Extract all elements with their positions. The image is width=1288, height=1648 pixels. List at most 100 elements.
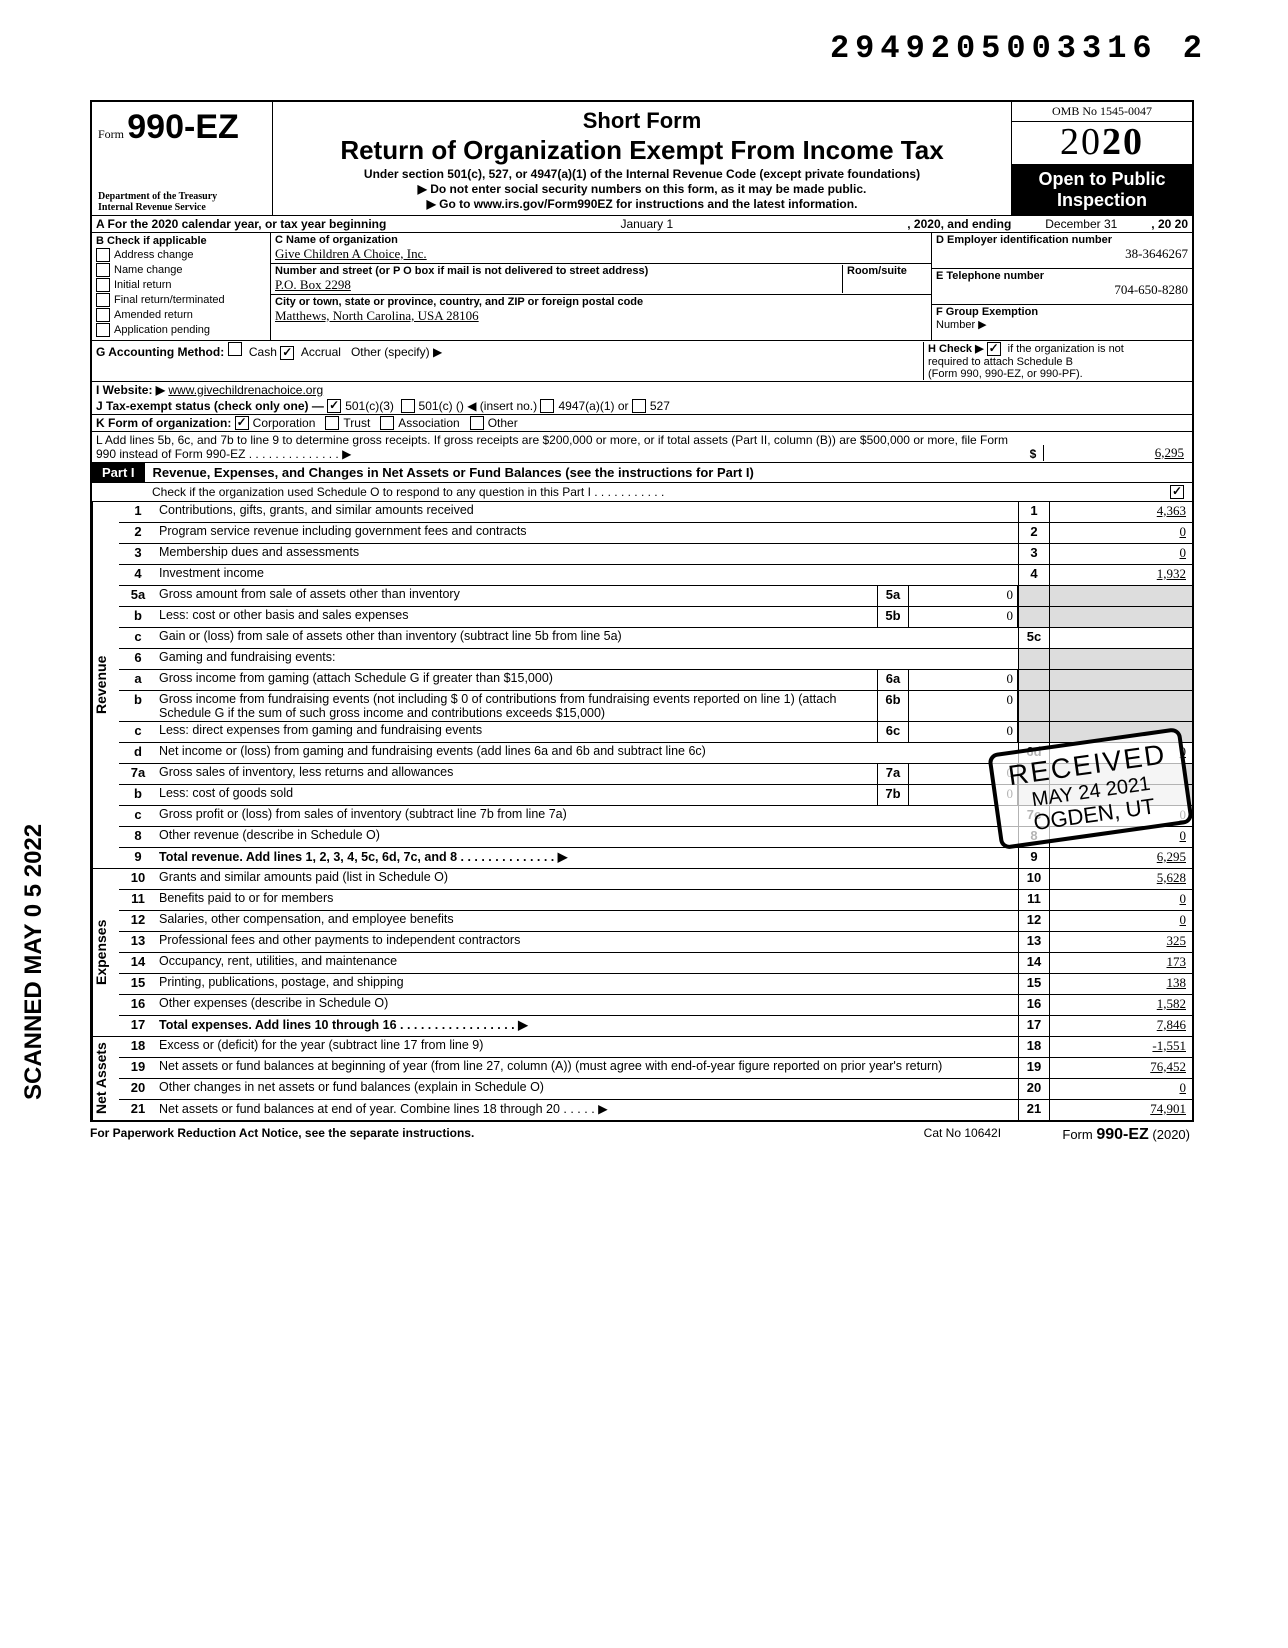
chk-501c3[interactable]: ✓	[327, 399, 341, 413]
chk-application-pending[interactable]	[96, 323, 110, 337]
chk-amended-return[interactable]	[96, 308, 110, 322]
i-label: I Website: ▶	[96, 383, 165, 397]
chk-address-change[interactable]	[96, 248, 110, 262]
right-num-shaded	[1018, 649, 1050, 669]
line-num: 3	[119, 544, 157, 564]
part-i-title: Revenue, Expenses, and Changes in Net As…	[145, 465, 1192, 480]
h-text2: if the organization is not	[1008, 343, 1124, 355]
right-num: 19	[1018, 1058, 1050, 1078]
chk-other-org[interactable]	[470, 416, 484, 430]
chk-accrual[interactable]: ✓	[280, 346, 294, 360]
line-18: 18Excess or (deficit) for the year (subt…	[119, 1037, 1192, 1058]
line-num: 12	[119, 911, 157, 931]
line-11: 11Benefits paid to or for members110	[119, 890, 1192, 911]
f-label2: Number ▶	[936, 319, 987, 331]
right-amt: 325	[1050, 932, 1192, 952]
scanned-stamp: SCANNED MAY 0 5 2022	[20, 824, 48, 1100]
right-num: 2	[1018, 523, 1050, 543]
line-desc: Other revenue (describe in Schedule O)	[157, 827, 1018, 847]
line-desc: Total expenses. Add lines 10 through 16 …	[157, 1016, 1018, 1036]
l-amount: 6,295	[1043, 445, 1188, 461]
chk-schedule-b[interactable]: ✓	[987, 342, 1001, 356]
right-num: 16	[1018, 995, 1050, 1015]
form-header: Form 990-EZ Department of the Treasury I…	[92, 102, 1192, 216]
mid-amt: 0	[909, 607, 1018, 627]
right-amt-shaded	[1050, 649, 1192, 669]
open-public-1: Open to Public	[1038, 169, 1165, 189]
line-desc: Grants and similar amounts paid (list in…	[157, 869, 1018, 889]
chk-schedule-o[interactable]: ✓	[1170, 485, 1184, 499]
instruction-1: ▶ Do not enter social security numbers o…	[279, 182, 1005, 196]
j-label: J Tax-exempt status (check only one) —	[96, 399, 324, 413]
chk-name-change[interactable]	[96, 263, 110, 277]
part-i-label: Part I	[92, 463, 145, 482]
j-501c: 501(c) (	[419, 399, 460, 413]
mid-num: 7a	[877, 764, 909, 784]
opt-final-return: Final return/terminated	[114, 294, 225, 306]
k-other: Other	[488, 416, 518, 430]
mid-num: 6c	[877, 722, 909, 742]
line-5a: 5aGross amount from sale of assets other…	[119, 586, 1192, 607]
right-num-shaded	[1018, 670, 1050, 690]
line-20: 20Other changes in net assets or fund ba…	[119, 1079, 1192, 1100]
j-501c-b: ) ◀ (insert no.)	[460, 399, 537, 413]
chk-527[interactable]	[632, 399, 646, 413]
ein-value: 38-3646267	[936, 246, 1188, 262]
mid-num: 6b	[877, 691, 909, 721]
k-label: K Form of organization:	[96, 416, 231, 430]
mid-amt: 0	[909, 586, 1018, 606]
right-amt-shaded	[1050, 607, 1192, 627]
chk-initial-return[interactable]	[96, 278, 110, 292]
row-a-label: A For the 2020 calendar year, or tax yea…	[96, 217, 386, 231]
right-num: 15	[1018, 974, 1050, 994]
l-dollar: $	[1023, 447, 1043, 461]
chk-corporation[interactable]: ✓	[235, 416, 249, 430]
line-desc: Program service revenue including govern…	[157, 523, 1018, 543]
line-num: 20	[119, 1079, 157, 1099]
l-text: L Add lines 5b, 6c, and 7b to line 9 to …	[96, 433, 1023, 461]
chk-4947[interactable]	[540, 399, 554, 413]
chk-final-return[interactable]	[96, 293, 110, 307]
j-4947: 4947(a)(1) or	[558, 399, 628, 413]
row-k: K Form of organization: ✓ Corporation Tr…	[92, 415, 1192, 432]
line-17: 17Total expenses. Add lines 10 through 1…	[119, 1016, 1192, 1036]
chk-trust[interactable]	[325, 416, 339, 430]
line-6: 6Gaming and fundraising events:	[119, 649, 1192, 670]
line-desc: Net income or (loss) from gaming and fun…	[157, 743, 1018, 763]
line-num: a	[119, 670, 157, 690]
chk-501c[interactable]	[401, 399, 415, 413]
chk-cash[interactable]	[228, 342, 242, 356]
c-name-label: C Name of organization	[275, 234, 927, 246]
year-bold: 20	[1102, 121, 1144, 163]
line-2: 2Program service revenue including gover…	[119, 523, 1192, 544]
rows-bcdef: B Check if applicable Address change Nam…	[92, 233, 1192, 341]
right-num: 4	[1018, 565, 1050, 585]
line-9: 9Total revenue. Add lines 1, 2, 3, 4, 5c…	[119, 848, 1192, 868]
j-527: 527	[650, 399, 670, 413]
line-desc: Investment income	[157, 565, 1018, 585]
line-num: 21	[119, 1100, 157, 1120]
line-desc: Gross amount from sale of assets other t…	[157, 586, 877, 606]
row-a-tail: , 20 20	[1151, 217, 1188, 231]
line-num: 2	[119, 523, 157, 543]
right-num-shaded	[1018, 722, 1050, 742]
right-amt: 5,628	[1050, 869, 1192, 889]
chk-association[interactable]	[380, 416, 394, 430]
line-num: 6	[119, 649, 157, 669]
part-i-sub: Check if the organization used Schedule …	[92, 483, 1192, 502]
c-addr-label: Number and street (or P O box if mail is…	[275, 265, 842, 277]
k-association: Association	[398, 416, 459, 430]
mid-num: 5b	[877, 607, 909, 627]
line-desc: Other expenses (describe in Schedule O)	[157, 995, 1018, 1015]
right-num: 14	[1018, 953, 1050, 973]
right-amt: 7,846	[1050, 1016, 1192, 1036]
g-accrual: Accrual	[301, 345, 341, 359]
line-5b: bLess: cost or other basis and sales exp…	[119, 607, 1192, 628]
expenses-section: Expenses 10Grants and similar amounts pa…	[92, 868, 1192, 1036]
line-12: 12Salaries, other compensation, and empl…	[119, 911, 1192, 932]
h-label: H Check ▶	[928, 343, 984, 355]
line-desc: Other changes in net assets or fund bala…	[157, 1079, 1018, 1099]
right-amt: 0	[1050, 1079, 1192, 1099]
f-label: F Group Exemption	[936, 306, 1038, 318]
opt-address-change: Address change	[114, 249, 194, 261]
